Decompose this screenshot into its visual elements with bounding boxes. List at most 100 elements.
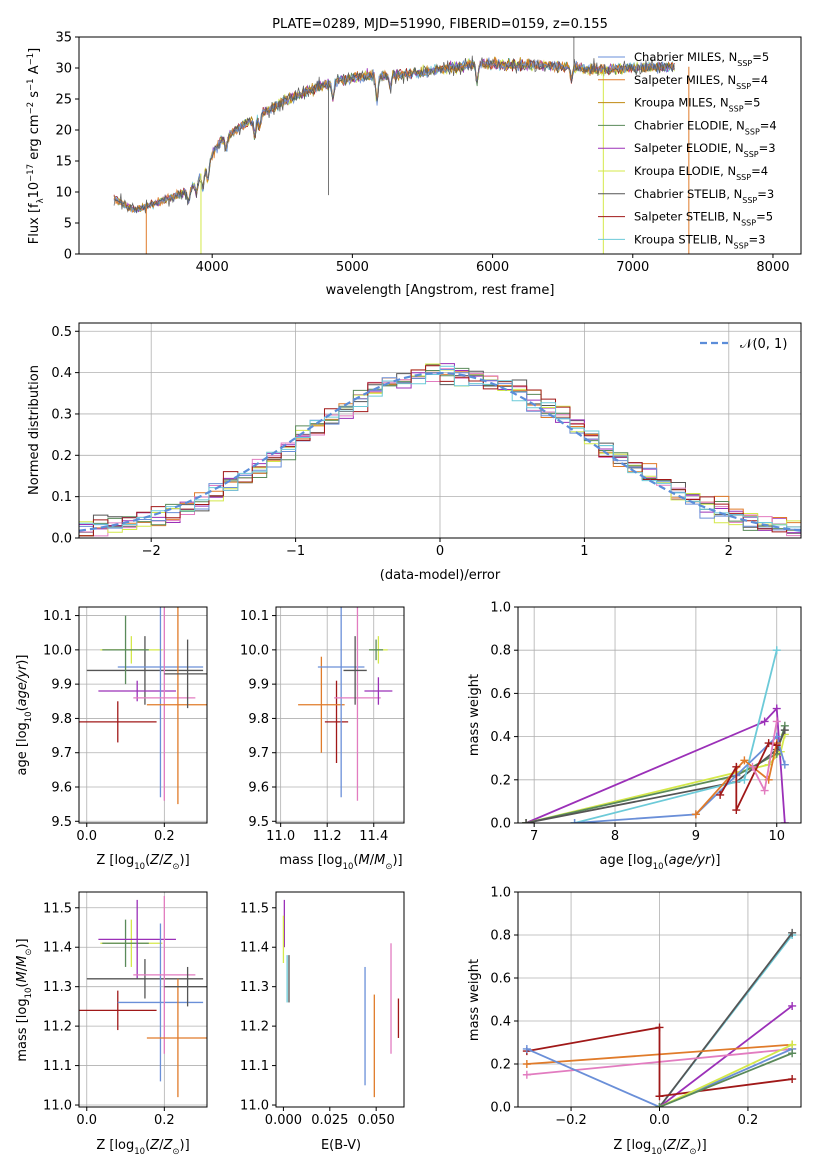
x-tick-label: 6000 <box>476 260 509 275</box>
x-tick-label: 0.025 <box>311 1113 348 1128</box>
histogram-step <box>79 365 801 538</box>
y-axis-label: Flux [fλ10−17 erg cm−2 s−1 A−1] <box>26 48 46 244</box>
y-tick-label: 10.1 <box>43 609 72 624</box>
y-axis-label: mass [log10(M/M⊙)] <box>15 938 34 1061</box>
mass-weight-marker <box>772 717 781 726</box>
mass-weight-marker <box>691 810 700 819</box>
x-tick-label: 11.0 <box>266 829 295 844</box>
x-tick-label: 10 <box>768 829 785 844</box>
plot-area <box>282 899 400 1098</box>
y-tick-label: 9.7 <box>51 746 72 761</box>
mass-weight-marker <box>655 1092 664 1101</box>
y-tick-label: 11.0 <box>240 1099 269 1114</box>
y-tick-label: 10.1 <box>240 609 269 624</box>
chart-title: PLATE=0289, MJD=51990, FIBERID=0159, z=0… <box>272 17 608 32</box>
legend-label: Salpeter STELIB, NSSP=5 <box>634 210 773 228</box>
y-tick-label: 9.7 <box>248 746 269 761</box>
y-tick-label: 9.5 <box>248 815 269 830</box>
mass-weight-marker <box>655 1103 664 1107</box>
x-tick-label: 0.2 <box>738 1113 759 1128</box>
y-tick-label: 0.2 <box>490 1058 511 1073</box>
x-axis-label: E(B-V) <box>321 1138 361 1153</box>
y-tick-label: 11.0 <box>43 1099 72 1114</box>
mass-weight-line <box>658 1005 793 1107</box>
mass-weight-marker <box>788 1049 797 1058</box>
y-tick-label: 9.8 <box>51 712 72 727</box>
y-tick-label: 0.1 <box>51 490 72 505</box>
x-tick-label: 0.0 <box>76 829 97 844</box>
mass-weight-marker <box>772 704 781 713</box>
y-tick-label: 0.0 <box>490 817 511 832</box>
y-tick-label: 9.9 <box>248 678 269 693</box>
y-tick-label: 15 <box>55 155 72 170</box>
mass-weight-line <box>659 1043 793 1107</box>
panel-1: −2 −1 0 1 2 0.0 0.1 0.2 0.3 0.4 0.5 <box>51 322 802 559</box>
spectrum-line <box>113 55 675 214</box>
x-tick-label: 7 <box>530 829 538 844</box>
y-tick-label: 0.4 <box>490 730 511 745</box>
y-tick-label: 0.8 <box>490 644 511 659</box>
y-tick-label: 9.5 <box>51 815 72 830</box>
y-tick-label: 9.9 <box>51 678 72 693</box>
y-tick-label: 10.0 <box>240 643 269 658</box>
x-tick-label: 1 <box>580 544 588 559</box>
axes-frame <box>275 606 405 824</box>
x-tick-label: 8 <box>611 829 619 844</box>
x-tick-label: 11.4 <box>359 829 388 844</box>
mass-weight-line <box>526 1026 793 1098</box>
axes-frame <box>78 606 208 824</box>
legend-label: Chabrier ELODIE, NSSP=4 <box>634 118 777 136</box>
x-tick-label: 0.000 <box>265 1113 302 1128</box>
y-tick-label: 0.4 <box>51 366 72 381</box>
x-tick-label: 0.050 <box>358 1113 395 1128</box>
y-tick-label: 0.4 <box>490 1015 511 1030</box>
panel-4: 7 8 9 10 0.0 0.2 0.4 0.6 0.8 1.0 <box>490 601 802 844</box>
x-tick-label: 2 <box>725 544 733 559</box>
y-tick-label: 9.8 <box>248 712 269 727</box>
legend-label: Salpeter MILES, NSSP=4 <box>634 73 768 91</box>
y-tick-label: 10.0 <box>43 643 72 658</box>
x-axis-label: Z [log10(Z/Z⊙)] <box>96 1138 189 1157</box>
y-tick-label: 11.5 <box>43 901 72 916</box>
panel-5: 0.0 0.2 11.0 11.1 11.2 11.3 11.4 11.5 <box>43 891 208 1128</box>
y-tick-label: 0.8 <box>490 929 511 944</box>
x-axis-label: Z [log10(Z/Z⊙)] <box>96 853 189 872</box>
y-tick-label: 11.1 <box>43 1059 72 1074</box>
x-tick-label: 5000 <box>336 260 369 275</box>
y-tick-label: 0.2 <box>490 773 511 788</box>
y-tick-label: 30 <box>55 62 72 77</box>
y-tick-label: 0.5 <box>51 325 72 340</box>
y-tick-label: 11.3 <box>240 980 269 995</box>
mass-weight-marker <box>655 1023 664 1032</box>
x-axis-label: wavelength [Angstrom, rest frame] <box>326 283 555 298</box>
panel-0: 4000 5000 6000 7000 8000 0 5 10 15 20 25 30 35 Chabri… <box>55 31 802 275</box>
mass-weight-marker <box>788 1075 797 1084</box>
mass-weight-marker <box>740 756 749 765</box>
mass-weight-marker <box>788 1040 797 1049</box>
mass-weight-marker <box>760 786 769 795</box>
mass-weight-marker <box>716 790 725 799</box>
spectrum-line <box>113 57 675 214</box>
y-tick-label: 0.6 <box>490 687 511 702</box>
y-tick-label: 11.1 <box>240 1059 269 1074</box>
mass-weight-line <box>659 1052 793 1107</box>
plot-area <box>522 928 797 1107</box>
mass-weight-marker <box>740 775 749 784</box>
y-tick-label: 0.6 <box>490 972 511 987</box>
y-tick-label: 1.0 <box>490 601 511 616</box>
y-tick-label: 35 <box>55 31 72 46</box>
y-tick-label: 5 <box>64 217 72 232</box>
y-tick-label: 9.6 <box>248 781 269 796</box>
x-tick-label: 0 <box>436 544 444 559</box>
y-tick-label: 0.2 <box>51 449 72 464</box>
mass-weight-marker <box>748 762 757 771</box>
mass-weight-marker <box>788 1001 797 1010</box>
y-tick-label: 10 <box>55 186 72 201</box>
mass-weight-line <box>526 1048 793 1107</box>
plot-area <box>79 363 801 538</box>
mass-weight-marker <box>760 717 769 726</box>
y-tick-label: 11.2 <box>240 1020 269 1035</box>
plot-area <box>79 895 207 1098</box>
mass-weight-marker <box>732 762 741 771</box>
legend-label: Chabrier STELIB, NSSP=3 <box>634 187 774 205</box>
